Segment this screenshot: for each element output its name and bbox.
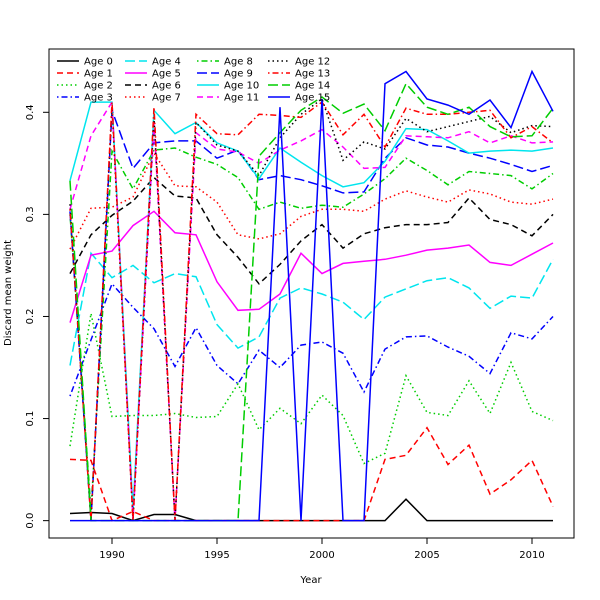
series-line-age-15 (70, 69, 554, 522)
legend-entry: Age 10 (224, 81, 259, 92)
legend-entry: Age 1 (84, 69, 113, 80)
series-line-age-8 (69, 147, 554, 511)
series-line-age-3 (69, 282, 554, 397)
x-tick-label: 2005 (414, 550, 439, 561)
series-line-age-12 (69, 97, 554, 521)
legend-entry: Age 9 (224, 69, 253, 80)
legend-entry: Age 5 (152, 69, 181, 80)
y-tick-label: 0.1 (25, 411, 36, 427)
y-axis-title: Discard mean weight (3, 240, 14, 346)
y-tick-label: 0.2 (25, 309, 36, 325)
series-line-age-1 (69, 426, 554, 522)
legend-entry: Age 0 (84, 57, 113, 68)
plot-frame (48, 48, 575, 539)
series-line-age-7 (69, 151, 554, 250)
legend-entry: Age 2 (84, 81, 113, 92)
y-axis: 0.0 0.1 0.2 0.3 0.4 (25, 104, 50, 529)
legend-entry: Age 6 (152, 81, 181, 92)
legend-entry: Age 15 (295, 93, 330, 104)
series-line-age-11 (69, 99, 554, 521)
y-tick-label: 0.4 (25, 104, 36, 120)
series-line-age-5 (69, 210, 554, 323)
legend-entry: Age 3 (84, 93, 113, 104)
series-line-age-9 (69, 110, 554, 521)
x-axis: 1990 1995 2000 2005 2010 (99, 537, 545, 561)
x-axis-title: Year (299, 575, 322, 586)
legend-entry: Age 4 (152, 57, 181, 68)
legend-entry: Age 13 (295, 69, 330, 80)
legend-entry: Age 14 (295, 81, 330, 92)
series-line-age-4 (69, 251, 554, 366)
x-tick-label: 2000 (309, 550, 334, 561)
y-tick-label: 0.3 (25, 206, 36, 222)
y-tick-label: 0.0 (25, 513, 36, 529)
x-tick-label: 1995 (204, 550, 229, 561)
x-tick-label: 2010 (519, 550, 544, 561)
series-line-age-6 (69, 176, 554, 285)
x-tick-label: 1990 (99, 550, 124, 561)
legend-entry: Age 8 (224, 57, 253, 68)
legend-entry: Age 7 (152, 93, 181, 104)
series-line-age-0 (69, 498, 553, 522)
series-layer (69, 69, 554, 522)
legend-entry: Age 12 (295, 57, 330, 68)
legend-entry: Age 11 (224, 93, 259, 104)
